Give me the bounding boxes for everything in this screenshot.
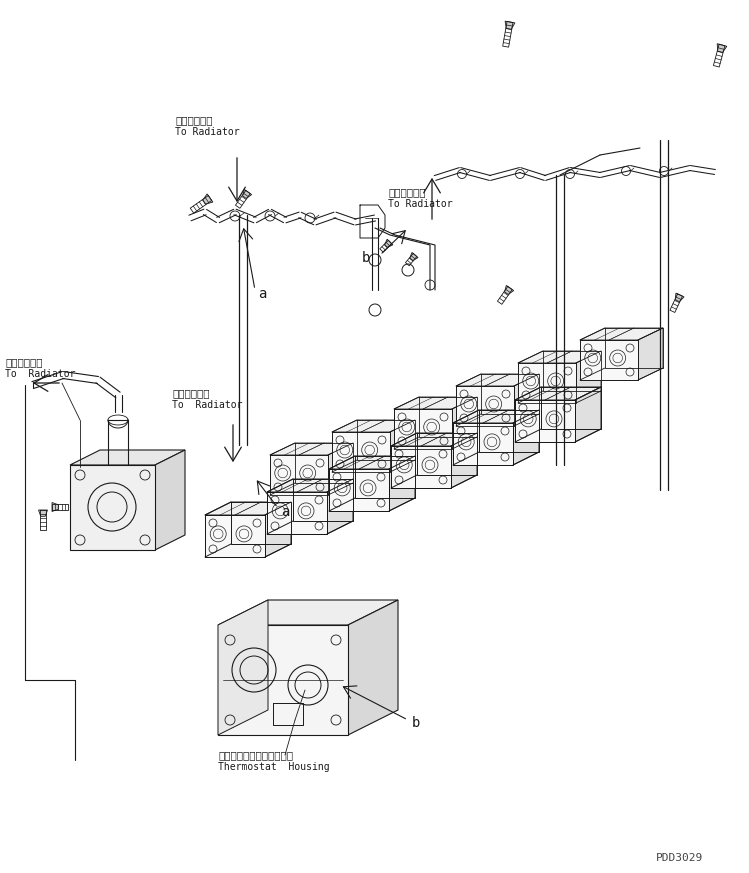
Polygon shape [453,410,539,423]
Polygon shape [505,21,515,30]
Polygon shape [676,293,684,302]
Polygon shape [514,374,539,426]
Polygon shape [265,502,291,557]
Polygon shape [718,44,727,52]
Polygon shape [267,479,353,492]
Polygon shape [70,450,185,465]
Polygon shape [580,328,663,340]
Polygon shape [218,600,268,735]
Text: Thermostat  Housing: Thermostat Housing [218,762,330,772]
Polygon shape [394,397,477,409]
Polygon shape [203,194,213,204]
Polygon shape [390,420,415,472]
Polygon shape [270,443,353,455]
Polygon shape [332,432,390,472]
Text: a: a [258,287,267,301]
Polygon shape [389,456,415,511]
Polygon shape [70,465,155,550]
Polygon shape [518,363,576,403]
Text: b: b [412,716,420,730]
Text: ラジエータへ: ラジエータへ [172,388,210,398]
Text: a: a [281,505,289,519]
Polygon shape [575,387,601,442]
Polygon shape [513,410,539,465]
Polygon shape [451,433,477,488]
Polygon shape [456,374,539,386]
Polygon shape [348,600,398,735]
Text: ラジエータへ: ラジエータへ [5,357,43,367]
Text: サーモスタットハウジング: サーモスタットハウジング [218,750,293,760]
Text: To  Radiator: To Radiator [5,369,76,379]
Polygon shape [38,510,47,516]
Polygon shape [328,443,353,495]
Text: To  Radiator: To Radiator [172,400,243,410]
Polygon shape [505,285,514,294]
Polygon shape [52,503,58,512]
Polygon shape [410,252,418,260]
Polygon shape [267,492,327,534]
Polygon shape [580,340,638,380]
Polygon shape [394,409,452,449]
Polygon shape [327,479,353,534]
Text: To Radiator: To Radiator [175,127,240,137]
Polygon shape [515,387,601,400]
Text: b: b [362,251,370,265]
Polygon shape [270,455,328,495]
Polygon shape [243,189,252,198]
Text: To Radiator: To Radiator [388,199,452,209]
Polygon shape [218,600,398,625]
Polygon shape [515,400,575,442]
Text: ラジエータへ: ラジエータへ [388,187,425,197]
Polygon shape [391,446,451,488]
Polygon shape [456,386,514,426]
Polygon shape [332,420,415,432]
Polygon shape [518,351,601,363]
Text: ラジエータへ: ラジエータへ [175,115,213,125]
Polygon shape [452,397,477,449]
Polygon shape [218,625,348,735]
Polygon shape [205,515,265,557]
Polygon shape [329,469,389,511]
Text: PDD3029: PDD3029 [656,853,703,863]
Polygon shape [638,328,663,380]
Polygon shape [576,351,601,403]
Polygon shape [391,433,477,446]
Polygon shape [329,456,415,469]
Polygon shape [453,423,513,465]
Polygon shape [385,239,392,247]
Polygon shape [205,502,291,515]
Polygon shape [155,450,185,550]
